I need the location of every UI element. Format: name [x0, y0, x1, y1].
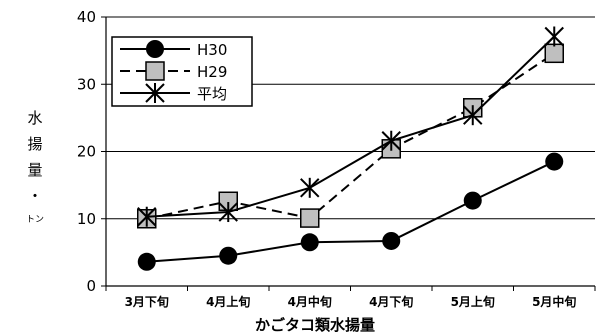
data-point	[544, 26, 564, 47]
series-平均	[137, 26, 564, 227]
data-point	[463, 105, 483, 126]
legend-label: H29	[197, 63, 227, 81]
series-line	[146, 160, 555, 263]
x-tick-label: 4月中旬	[288, 294, 332, 309]
y-tick-label: 20	[77, 143, 96, 161]
x-tick-label: 5月上旬	[451, 294, 495, 309]
x-tick-label: 4月上旬	[206, 294, 250, 309]
legend-entry: H30	[120, 40, 227, 59]
y-tick-labels: 0 10 20 30 40	[77, 8, 96, 295]
y-axis-label: 水 揚 量 ・ トン	[26, 109, 44, 225]
legend-label: 平均	[197, 85, 227, 103]
legend-marker	[146, 40, 164, 58]
x-tick-label: 4月下旬	[369, 294, 413, 309]
data-point	[218, 202, 238, 223]
y-axis-label-char: ・	[27, 187, 42, 205]
legend: H30 H29 平均	[111, 36, 253, 107]
y-tick-label: 40	[77, 8, 96, 26]
x-tick-label: 5月中旬	[532, 294, 576, 309]
series-H30	[137, 152, 564, 271]
data-point	[137, 252, 156, 271]
x-axis-label: かごタコ類水揚量	[255, 316, 375, 334]
y-tick-label: 30	[77, 75, 96, 93]
data-point	[544, 43, 564, 64]
y-axis-label-char: トン	[26, 215, 44, 225]
y-tick-label: 10	[77, 210, 96, 228]
y-axis-label-char: 揚	[27, 135, 42, 153]
y-axis-label-char: 水	[27, 109, 42, 127]
data-point	[300, 208, 320, 228]
series-line	[146, 52, 555, 220]
data-point	[382, 231, 401, 250]
legend-marker	[145, 61, 165, 81]
legend-entry: H29	[120, 61, 227, 81]
data-point	[545, 152, 564, 171]
data-point	[463, 191, 482, 210]
x-tick-label: 3月下旬	[125, 294, 169, 309]
data-point	[137, 206, 157, 227]
data-point	[300, 177, 320, 198]
data-point	[381, 130, 401, 151]
data-point	[219, 246, 238, 265]
y-tick-label: 0	[86, 277, 96, 295]
legend-entry: 平均	[120, 83, 227, 103]
y-axis-label-char: 量	[27, 161, 42, 179]
legend-marker	[145, 83, 165, 103]
series	[137, 26, 564, 271]
legend-box	[111, 36, 253, 107]
x-tick-labels: 3月下旬 4月上旬 4月中旬 4月下旬 5月上旬 5月中旬	[125, 294, 577, 309]
axes	[101, 16, 596, 291]
legend-label: H30	[197, 41, 227, 59]
series-line	[146, 35, 555, 218]
data-point	[300, 233, 319, 252]
